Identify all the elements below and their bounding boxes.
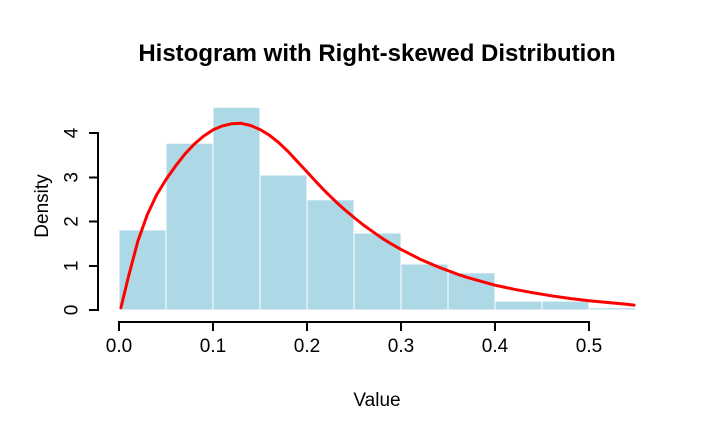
histogram-bar — [541, 300, 590, 311]
y-tick-label: 2 — [62, 216, 83, 227]
y-tick-label: 3 — [62, 172, 83, 183]
x-tick-label: 0.3 — [388, 336, 414, 357]
y-tick-label: 1 — [62, 261, 83, 272]
histogram-bar — [212, 106, 261, 311]
density-curve — [119, 121, 636, 310]
histogram-bar — [118, 229, 167, 311]
x-tick-label: 0.5 — [576, 336, 602, 357]
y-tick-label: 4 — [62, 127, 83, 138]
y-tick-label: 0 — [62, 305, 83, 316]
histogram-bar — [494, 300, 543, 311]
histogram-bar — [400, 263, 449, 311]
x-tick-label: 0.4 — [482, 336, 509, 357]
x-axis-label: Value — [353, 390, 401, 411]
chart-title: Histogram with Right-skewed Distribution — [138, 40, 616, 67]
histogram-bar — [306, 199, 355, 311]
x-tick-label: 0.0 — [106, 336, 132, 357]
histogram-bar — [588, 307, 637, 311]
y-axis-label: Density — [32, 174, 53, 238]
x-tick-label: 0.2 — [294, 336, 320, 357]
histogram-bar — [259, 174, 308, 311]
x-tick-label: 0.1 — [200, 336, 226, 357]
